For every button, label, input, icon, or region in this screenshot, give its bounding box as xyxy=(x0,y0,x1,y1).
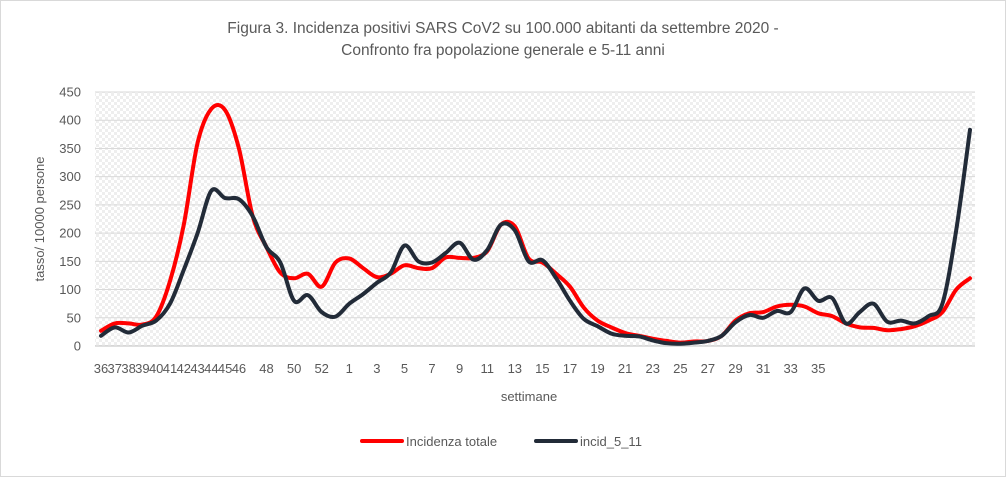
y-tick-label: 0 xyxy=(74,339,81,354)
x-tick-label: 9 xyxy=(456,361,463,376)
legend-label-1: Incidenza totale xyxy=(406,434,497,449)
x-tick-label: 45 xyxy=(218,361,232,376)
y-tick-label: 400 xyxy=(59,113,81,128)
x-tick-label: 29 xyxy=(728,361,742,376)
x-tick-label: 43 xyxy=(190,361,204,376)
x-tick-label: 36 xyxy=(94,361,108,376)
y-tick-label: 350 xyxy=(59,141,81,156)
x-tick-label: 5 xyxy=(401,361,408,376)
y-axis-title: tasso/ 10000 persone xyxy=(32,156,47,281)
legend-label-2: incid_5_11 xyxy=(580,434,642,449)
x-axis-title: settimane xyxy=(501,389,557,404)
x-tick-label: 27 xyxy=(701,361,715,376)
x-tick-label: 38 xyxy=(121,361,135,376)
y-tick-label: 150 xyxy=(59,254,81,269)
x-tick-label: 7 xyxy=(428,361,435,376)
x-tick-label: 17 xyxy=(563,361,577,376)
x-tick-label: 39 xyxy=(135,361,149,376)
x-tick-label: 44 xyxy=(204,361,218,376)
x-tick-label: 31 xyxy=(756,361,770,376)
x-tick-label: 1 xyxy=(346,361,353,376)
y-tick-label: 50 xyxy=(67,310,81,325)
x-tick-label: 19 xyxy=(590,361,604,376)
y-tick-label: 300 xyxy=(59,169,81,184)
x-tick-label: 42 xyxy=(177,361,191,376)
x-tick-label: 52 xyxy=(314,361,328,376)
x-tick-label: 15 xyxy=(535,361,549,376)
x-tick-label: 48 xyxy=(259,361,273,376)
legend: Incidenza totale incid_5_11 xyxy=(360,434,642,449)
x-axis-ticks: 36 38 40 42 44 46 48 50 52 1 3 5 7 9 11 13 15 17 19 21 23 25 2… xyxy=(94,361,826,376)
x-tick-label: 3 xyxy=(373,361,380,376)
y-axis-ticks: 0 50 100 150 200 250 300 350 400 450 xyxy=(59,85,81,354)
x-tick-label: 35 xyxy=(811,361,825,376)
plot-area xyxy=(95,92,975,346)
x-tick-label: 33 xyxy=(783,361,797,376)
x-tick-label: 11 xyxy=(480,361,494,376)
chart-title-line-2: Confronto fra popolazione generale e 5-1… xyxy=(341,42,665,59)
x-tick-label: 50 xyxy=(287,361,301,376)
x-tick-label: 46 xyxy=(232,361,246,376)
x-tick-label: 40 xyxy=(149,361,163,376)
x-tick-label: 37 xyxy=(108,361,122,376)
y-tick-label: 250 xyxy=(59,197,81,212)
x-tick-label: 23 xyxy=(646,361,660,376)
series-line-2 xyxy=(99,127,972,346)
y-tick-label: 100 xyxy=(59,282,81,297)
x-tick-label: 25 xyxy=(673,361,687,376)
series-layer xyxy=(99,103,972,346)
y-tick-label: 450 xyxy=(59,85,81,100)
x-tick-label: 21 xyxy=(618,361,632,376)
y-tick-label: 200 xyxy=(59,226,81,241)
chart-title: Figura 3. Incidenza positivi SARS CoV2 s… xyxy=(0,18,1006,62)
x-tick-label: 41 xyxy=(163,361,177,376)
chart-title-line-1: Figura 3. Incidenza positivi SARS CoV2 s… xyxy=(227,20,779,37)
x-tick-label: 13 xyxy=(508,361,522,376)
